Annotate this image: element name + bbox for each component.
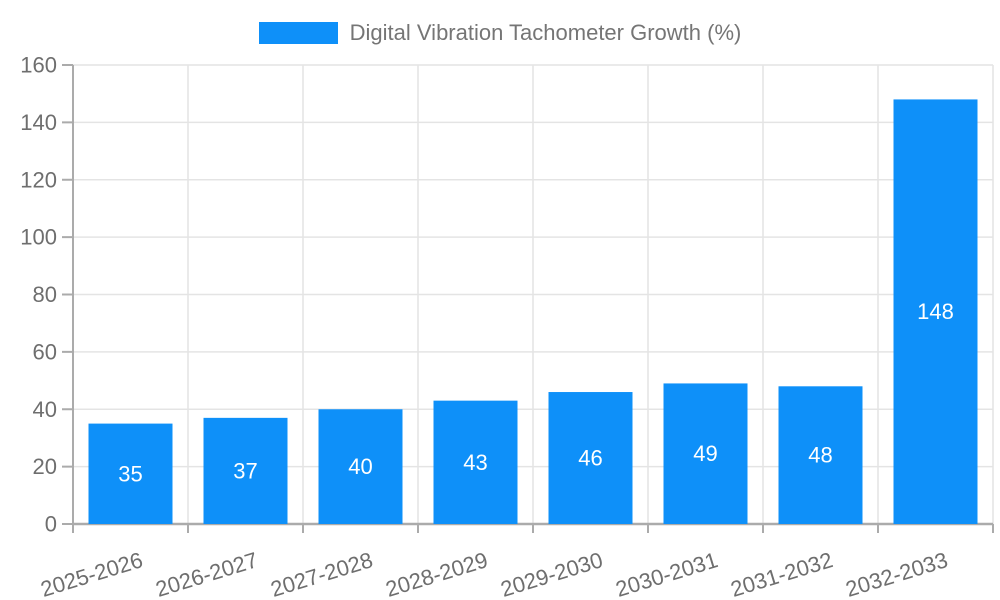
x-tick-label: 2029-2030 bbox=[498, 547, 606, 600]
y-tick-label: 40 bbox=[33, 397, 57, 422]
y-tick-label: 100 bbox=[20, 225, 57, 250]
x-tick-label: 2027-2028 bbox=[268, 547, 376, 600]
y-tick-label: 120 bbox=[20, 167, 57, 192]
y-tick-label: 0 bbox=[45, 512, 57, 537]
y-tick-label: 20 bbox=[33, 454, 57, 479]
bar-value-label: 37 bbox=[233, 458, 257, 483]
bar bbox=[663, 383, 748, 524]
bar-value-label: 46 bbox=[578, 446, 602, 471]
x-tick-label: 2030-2031 bbox=[613, 547, 721, 600]
x-tick-label: 2025-2026 bbox=[38, 547, 146, 600]
bar-value-label: 48 bbox=[808, 443, 832, 468]
x-tick-label: 2026-2027 bbox=[153, 547, 261, 600]
x-tick-label: 2031-2032 bbox=[728, 547, 836, 600]
bar-value-label: 148 bbox=[917, 299, 954, 324]
bar bbox=[203, 417, 288, 524]
legend-item[interactable]: Digital Vibration Tachometer Growth (%) bbox=[0, 20, 1000, 46]
legend-swatch bbox=[258, 22, 338, 44]
bar-value-label: 49 bbox=[693, 441, 717, 466]
bar bbox=[778, 386, 863, 524]
y-tick-label: 140 bbox=[20, 110, 57, 135]
bar-value-label: 43 bbox=[463, 450, 487, 475]
y-tick-label: 160 bbox=[20, 53, 57, 78]
bar bbox=[548, 392, 633, 524]
bar bbox=[318, 409, 403, 524]
bar-value-label: 40 bbox=[348, 454, 372, 479]
y-tick-label: 80 bbox=[33, 282, 57, 307]
bar-value-label: 35 bbox=[118, 461, 142, 486]
bar bbox=[88, 423, 173, 524]
y-tick-label: 60 bbox=[33, 339, 57, 364]
x-tick-label: 2028-2029 bbox=[383, 547, 491, 600]
bar bbox=[433, 400, 518, 524]
legend-label: Digital Vibration Tachometer Growth (%) bbox=[349, 20, 742, 45]
x-tick-label: 2032-2033 bbox=[843, 547, 951, 600]
bar bbox=[893, 99, 978, 525]
